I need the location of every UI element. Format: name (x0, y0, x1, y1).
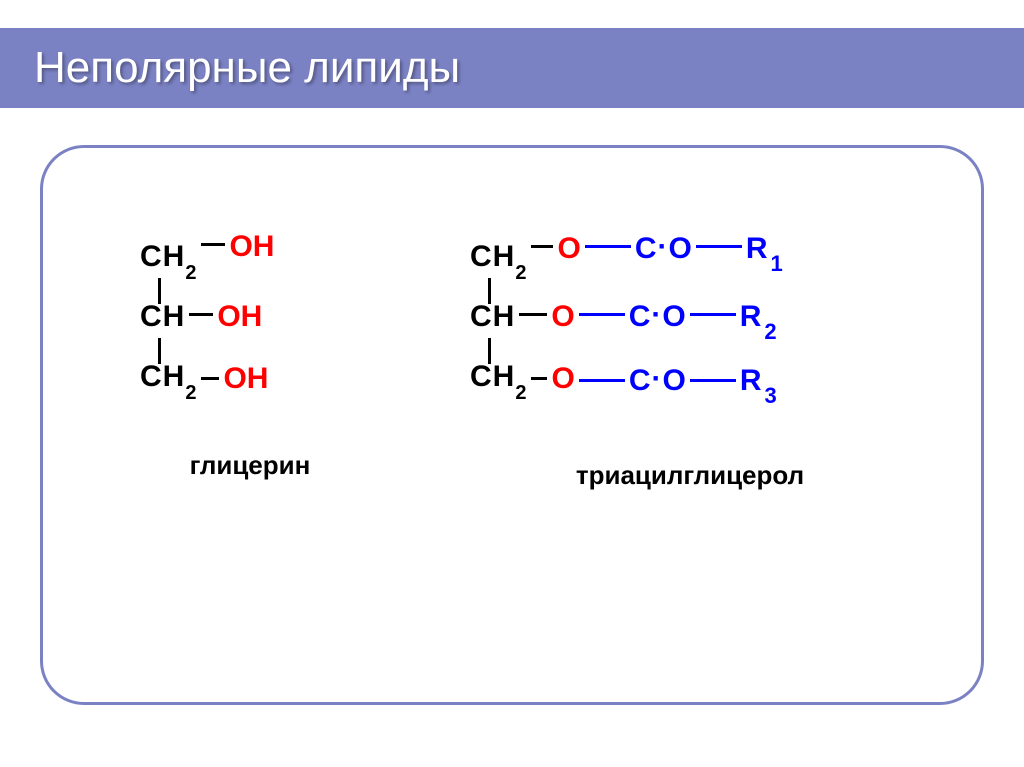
bond-blue (696, 245, 742, 248)
hydroxyl-group: OH (217, 300, 262, 334)
bond (189, 313, 213, 316)
carbon-atom: CH (140, 300, 185, 339)
bond-blue (690, 379, 736, 382)
carbon-atom: CH2 (470, 240, 527, 279)
triacyl-row-2: CH O C·O R2 (470, 300, 910, 360)
bond-blue (579, 313, 625, 316)
glycerol-row-2: CH OH (140, 300, 360, 360)
carbon-atom: CH2 (140, 360, 197, 399)
bond-blue (585, 245, 631, 248)
vertical-bond (158, 338, 161, 364)
bond (201, 243, 225, 246)
hydroxyl-group: OH (223, 362, 268, 396)
bond (201, 377, 219, 380)
bond (531, 377, 547, 380)
title-underline (38, 141, 1004, 144)
bond-blue (690, 313, 736, 316)
bond-blue (579, 379, 625, 382)
oxygen-atom: O (557, 232, 580, 266)
slide-title: Неполярные липиды (34, 43, 460, 93)
triacylglycerol-caption: триацилглицерол (470, 460, 910, 491)
glycerol-row-3: CH2 OH (140, 360, 360, 420)
vertical-bond (158, 278, 161, 304)
r-group: R3 (740, 364, 777, 403)
r-group: R2 (740, 300, 777, 339)
glycerol-structure: CH2 OH CH OH CH2 OH глицерин (140, 240, 360, 481)
acyl-group: C·O (629, 300, 686, 334)
oxygen-atom: O (551, 362, 574, 396)
acyl-group: C·O (629, 364, 686, 398)
carbon-atom: CH2 (140, 240, 197, 279)
oxygen-atom: O (551, 300, 574, 334)
triacylglycerol-structure: CH2 O C·O R1 CH O C·O R2 CH2 O C·O R3 (470, 240, 910, 491)
hydroxyl-group: OH (229, 230, 274, 264)
vertical-bond (488, 278, 491, 304)
title-bar: Неполярные липиды (0, 28, 1024, 108)
bond (519, 313, 547, 316)
r-group: R1 (746, 232, 783, 271)
bond (531, 245, 553, 248)
carbon-atom: CH (470, 300, 515, 339)
slide: Неполярные липиды CH2 OH CH OH CH2 OH гл… (0, 0, 1024, 767)
triacyl-row-1: CH2 O C·O R1 (470, 240, 910, 300)
vertical-bond (488, 338, 491, 364)
acyl-group: C·O (635, 232, 692, 266)
glycerol-row-1: CH2 OH (140, 240, 360, 300)
glycerol-caption: глицерин (140, 450, 360, 481)
triacyl-row-3: CH2 O C·O R3 (470, 360, 910, 420)
carbon-atom: CH2 (470, 360, 527, 399)
